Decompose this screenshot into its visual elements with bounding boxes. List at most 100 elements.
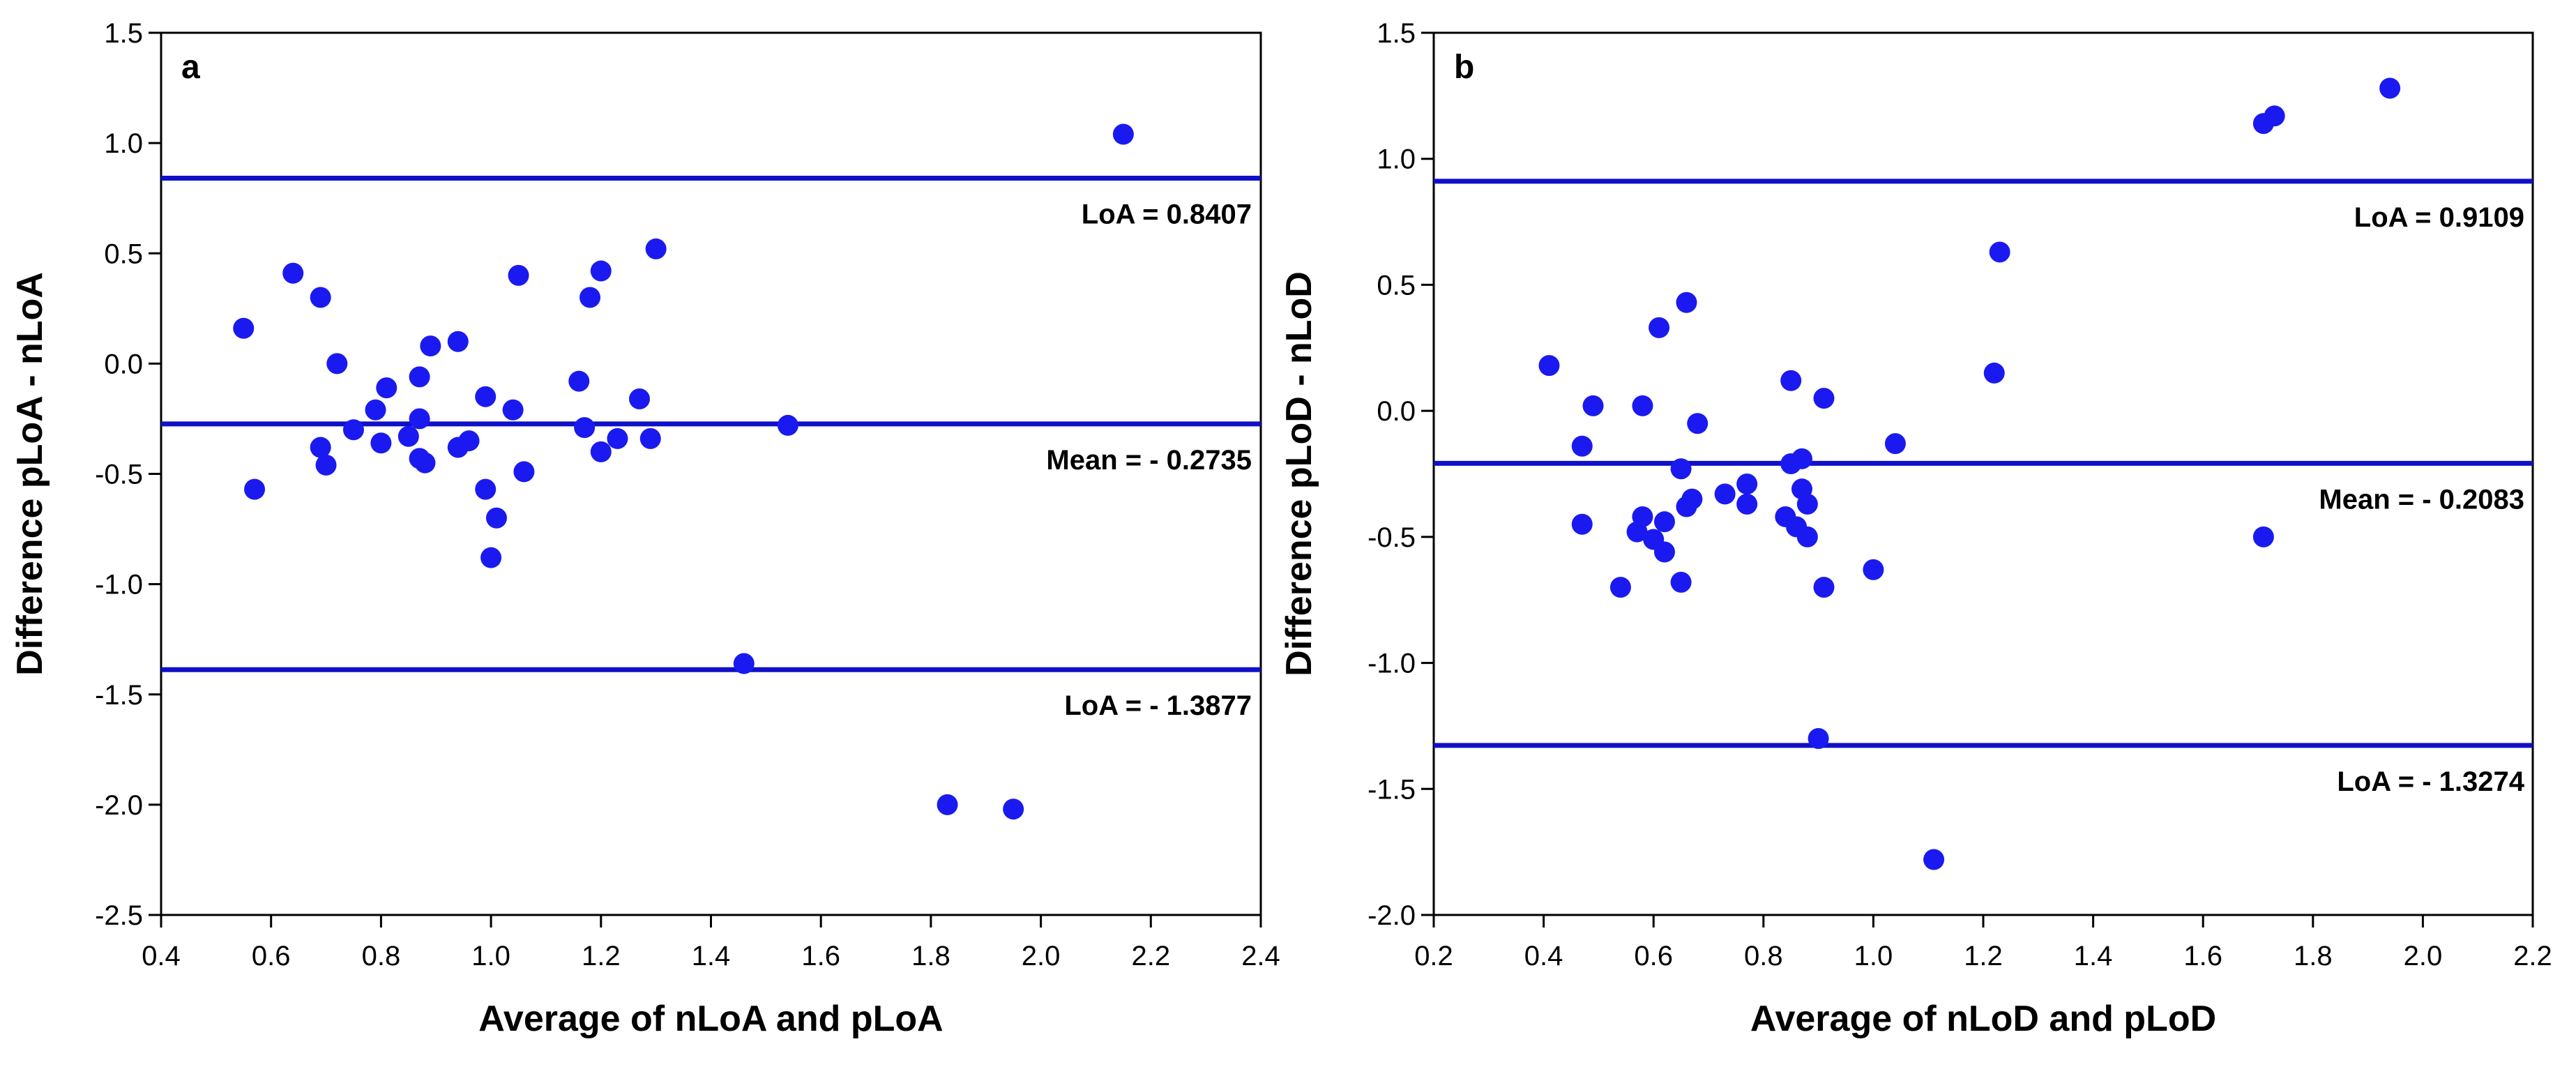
data-point [1796, 526, 1818, 547]
y-tick-label: 0.0 [1377, 396, 1416, 427]
data-point [447, 331, 469, 352]
data-point [1687, 413, 1709, 434]
data-point [310, 287, 331, 308]
data-point [1670, 458, 1692, 480]
data-point [409, 408, 430, 430]
y-axis-label: Difference pLoA - nLoA [10, 272, 50, 676]
data-point [937, 794, 958, 815]
upper-loa-label: LoA = 0.9109 [2354, 202, 2524, 233]
x-tick-label: 1.0 [471, 941, 510, 971]
x-tick-label: 0.8 [362, 941, 401, 971]
x-tick-label: 1.4 [2074, 941, 2113, 971]
x-tick-label: 2.2 [1131, 941, 1170, 971]
data-point [574, 417, 596, 439]
data-point [1796, 493, 1818, 515]
data-point [1571, 435, 1593, 457]
data-point [1813, 388, 1835, 409]
data-point [508, 264, 529, 286]
data-point [1653, 511, 1675, 533]
panel-a: -2.5 -2.0 -1.5 -1.0 -0.5 0.0 0.5 1.0 1.5 0.4 0.6 0.… [10, 18, 1280, 1039]
panel-label: b [1454, 49, 1474, 86]
data-point [733, 653, 755, 674]
mean-label: Mean = - 0.2735 [1046, 445, 1252, 476]
x-tick-label: 0.4 [1524, 941, 1563, 971]
data-point [397, 425, 419, 447]
y-tick-label: 0.5 [1377, 270, 1416, 301]
data-point [475, 386, 497, 407]
data-point [1780, 370, 1802, 391]
data-point [1003, 798, 1024, 820]
data-point [1813, 577, 1835, 598]
data-point [645, 238, 667, 259]
data-point [1632, 395, 1653, 416]
lower-loa-label: LoA = - 1.3274 [2337, 766, 2524, 797]
data-point [502, 399, 524, 421]
data-point [480, 547, 502, 568]
data-point [365, 399, 386, 421]
x-tick-label: 0.6 [252, 941, 291, 971]
x-tick-label: 0.6 [1634, 941, 1673, 971]
data-point [1808, 728, 1829, 749]
data-point [1538, 355, 1560, 377]
x-axis-label: Average of nLoA and pLoA [478, 999, 943, 1039]
data-point [1791, 448, 1812, 469]
data-point [244, 478, 266, 500]
lower-loa-label: LoA = - 1.3877 [1064, 690, 1252, 721]
data-point [590, 441, 612, 462]
data-point [2264, 105, 2285, 127]
data-point [233, 317, 255, 339]
data-point [777, 414, 798, 436]
data-point [1649, 317, 1670, 338]
x-tick-label: 1.8 [2294, 941, 2333, 971]
x-tick-label: 1.0 [1854, 941, 1893, 971]
data-point [315, 454, 337, 476]
data-point [1609, 577, 1631, 598]
data-point [1676, 292, 1697, 313]
y-tick-label: 0.5 [104, 239, 143, 269]
x-tick-label: 0.4 [142, 941, 181, 971]
data-point [342, 419, 364, 441]
data-point [458, 430, 480, 452]
x-tick-label: 1.8 [911, 941, 950, 971]
data-point [370, 432, 392, 454]
data-point [310, 437, 331, 458]
data-point [628, 388, 650, 409]
data-point [1632, 506, 1653, 527]
y-tick-label: -1.5 [1367, 774, 1416, 805]
x-axis-label: Average of nLoD and pLoD [1750, 999, 2216, 1039]
y-tick-label: -1.0 [1367, 649, 1416, 679]
data-point [1989, 241, 2010, 263]
data-point [590, 260, 612, 282]
x-tick-label: 2.4 [1241, 941, 1280, 971]
data-point [420, 335, 441, 357]
data-point [1884, 433, 1906, 455]
data-point [1736, 493, 1758, 515]
y-tick-label: 1.5 [1377, 18, 1416, 49]
x-tick-label: 1.4 [692, 941, 731, 971]
y-tick-label: 1.5 [104, 18, 143, 49]
data-point [376, 377, 397, 399]
y-tick-label: 0.0 [104, 349, 143, 379]
x-tick-label: 0.8 [1744, 941, 1783, 971]
data-point [1653, 541, 1675, 563]
data-point [639, 427, 661, 449]
mean-label: Mean = - 0.2083 [2319, 484, 2524, 515]
x-tick-label: 2.2 [2513, 941, 2552, 971]
data-point [1571, 513, 1593, 535]
data-point [485, 507, 507, 529]
data-point [414, 452, 436, 474]
data-point [1983, 362, 2005, 384]
upper-loa-label: LoA = 0.8407 [1082, 199, 1252, 230]
x-tick-label: 1.6 [2183, 941, 2222, 971]
data-point [1681, 488, 1703, 510]
y-tick-label: -1.0 [95, 570, 143, 600]
data-point [2379, 77, 2401, 99]
data-point [568, 370, 590, 392]
data-point [2252, 526, 2274, 547]
x-tick-label: 2.0 [1022, 941, 1061, 971]
data-point [326, 353, 348, 374]
x-tick-label: 0.2 [1414, 941, 1453, 971]
data-point [1863, 559, 1884, 580]
y-tick-label: -0.5 [1367, 522, 1416, 553]
